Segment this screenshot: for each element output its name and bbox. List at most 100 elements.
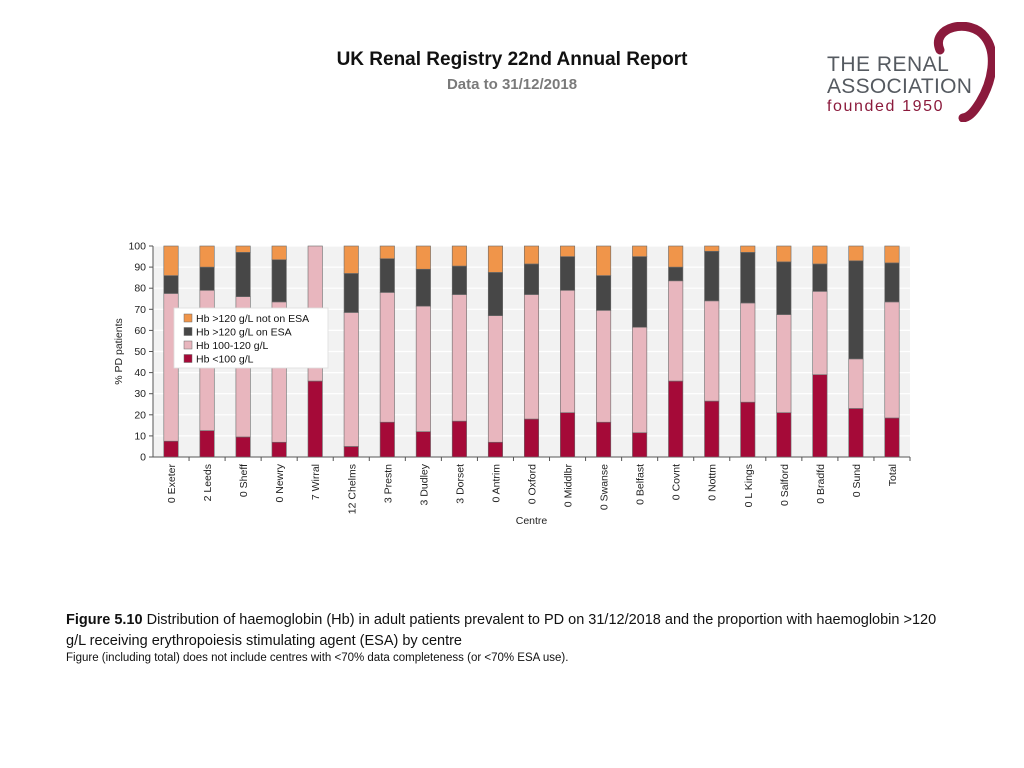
bar-segment [271,441,287,458]
x-tick-label: 0 Sheff [238,464,250,497]
bar-segment [163,275,179,294]
x-tick-label: 0 Sund [851,464,863,497]
bar-segment [740,401,756,458]
bar-segment [343,245,359,274]
bar-segment [776,314,792,413]
bar-segment [271,245,287,261]
bar-segment [776,412,792,458]
bar-segment [379,245,395,259]
figure-caption: Figure 5.10 Distribution of haemoglobin … [66,610,946,652]
bar-segment [632,432,648,458]
bar-segment [596,310,612,423]
bar-segment [487,272,503,316]
x-tick-label: Total [887,464,899,486]
bar-segment [596,421,612,458]
y-tick-label: 0 [140,452,146,464]
y-tick-label: 40 [134,367,146,379]
bar-segment [848,260,864,360]
y-tick-label: 70 [134,304,146,316]
legend-swatch [183,327,193,336]
x-tick-label: 2 Leeds [202,464,214,501]
x-tick-label: 7 Wirral [310,464,322,500]
bar-segment [415,245,431,270]
bar-segment [884,417,900,458]
bar-segment [812,245,828,265]
bar-segment [307,380,323,458]
bar-segment [632,245,648,257]
bar-segment [451,265,467,295]
y-tick-label: 30 [134,388,146,400]
logo-swoosh-icon [933,22,995,122]
legend-label: Hb <100 g/L [196,354,254,366]
bar-segment [451,245,467,267]
bar-segment [884,245,900,264]
bar-segment [523,245,540,265]
bar-segment [487,315,503,443]
y-tick-label: 50 [134,346,146,358]
logo-line-2: ASSOCIATION [827,75,973,98]
legend-swatch [183,354,193,363]
renal-association-logo: THE RENAL ASSOCIATION founded 1950 [820,22,995,122]
y-tick-label: 20 [134,409,146,421]
bar-segment [740,252,756,304]
bar-segment [560,290,576,413]
x-tick-label: 0 Nottm [707,464,719,501]
y-tick-label: 60 [134,325,146,337]
bar-segment [343,273,359,313]
bar-segment [163,440,179,458]
bar-segment [812,374,828,458]
x-tick-label: 3 Prestn [382,464,394,503]
bar-segment [596,275,612,311]
x-tick-label: 0 L Kings [743,464,755,507]
x-tick-label: 3 Dudley [418,463,430,505]
legend-label: Hb >120 g/L not on ESA [196,313,309,325]
bar-segment [884,301,900,419]
bar-segment [740,245,756,253]
x-tick-label: 0 Belfast [635,464,647,505]
bar-segment [343,312,359,447]
y-tick-label: 10 [134,430,146,442]
x-tick-label: 0 Bradfd [815,464,827,504]
bar-segment [199,245,215,268]
bar-segment [632,326,648,434]
bar-segment [235,252,251,297]
bar-segment [668,266,684,282]
bar-segment [415,431,431,458]
report-subtitle: Data to 31/12/2018 [446,76,578,93]
bar-segment [199,430,215,458]
x-tick-label: 0 Middlbr [563,463,575,507]
bar-segment [379,258,395,293]
bar-segment [704,250,720,302]
legend-box [173,307,329,369]
y-axis-label: % PD patients [113,318,125,385]
bar-segment [163,245,179,276]
x-tick-label: 0 Salford [779,464,791,506]
bar-segment [379,421,395,458]
bar-segment [776,261,792,315]
bar-segment [199,266,215,291]
legend-swatch [183,340,193,350]
bar-segment [451,294,467,422]
figure-label: Figure 5.10 [66,612,143,628]
x-tick-label: 0 Oxford [527,464,539,504]
bar-segment [596,245,612,276]
legend-label: Hb 100-120 g/L [196,340,269,352]
bar-segment [560,245,576,257]
bar-segment [632,256,648,328]
x-tick-label: 0 Exeter [166,464,178,504]
logo-line-1: THE RENAL [827,53,950,76]
x-tick-label: 0 Covnt [671,464,683,500]
report-title: UK Renal Registry 22nd Annual Report [336,49,688,70]
bar-segment [848,245,864,262]
bar-segment [235,245,251,253]
bar-segment [560,412,576,458]
bar-segment [415,268,431,307]
bar-segment [848,408,864,458]
x-tick-label: 12 Chelms [346,464,358,514]
bar-segment [848,358,864,409]
figure-caption-text: Distribution of haemoglobin (Hb) in adul… [66,612,937,649]
hb-distribution-chart: 0 10 20 30 40 50 60 70 80 90 100 % PD patients 0 Exe… [113,241,911,527]
bar-segment [451,420,467,458]
x-axis-label: Centre [516,515,548,527]
bar-segment [487,245,503,273]
